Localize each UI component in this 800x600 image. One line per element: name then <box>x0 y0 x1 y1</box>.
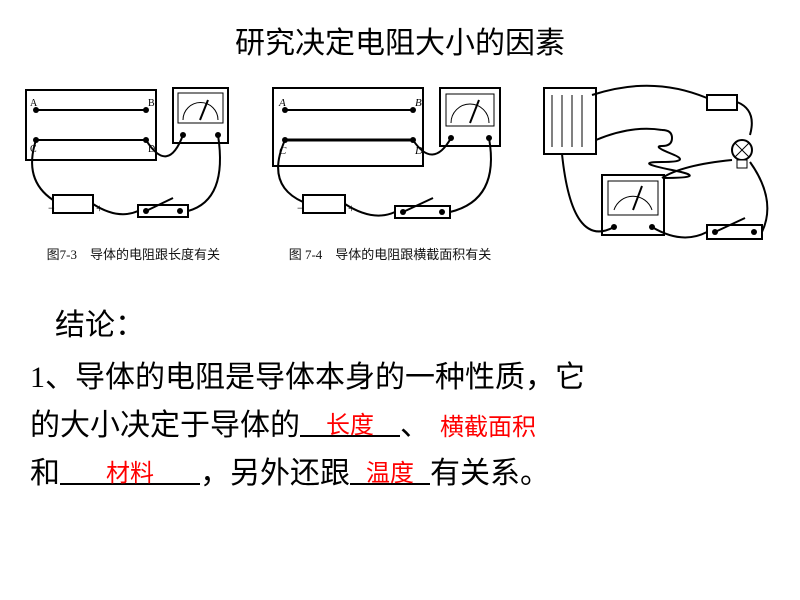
blank-material: 材料 <box>60 450 200 485</box>
answer-material: 材料 <box>106 461 154 487</box>
physics-slide: 研究决定电阻大小的因素 A B C D <box>0 0 800 600</box>
item-number: 1、 <box>30 361 75 394</box>
figure-3-diagram <box>532 80 782 270</box>
text-line1: 导体的电阻是导体本身的一种性质，它 <box>75 361 585 394</box>
figure-1-diagram: A B C D − + <box>18 80 248 240</box>
svg-text:A: A <box>30 98 38 109</box>
svg-text:−: − <box>48 201 55 215</box>
answer-area: 横截面积 <box>440 415 536 441</box>
figure-2-diagram: A B C D − + <box>265 80 515 240</box>
figure-1: A B C D − + <box>18 80 248 263</box>
punct-2: ，另外还跟 <box>200 457 350 490</box>
blank-temperature: 温度 <box>350 450 430 485</box>
page-title: 研究决定电阻大小的因素 <box>0 0 800 62</box>
figure-1-caption: 图7-3 导体的电阻跟长度有关 <box>47 244 220 263</box>
text-line3a: 和 <box>30 457 60 490</box>
text-line3b: 有关系。 <box>430 457 550 490</box>
punct-1: 、 <box>400 409 430 442</box>
figure-2: A B C D − + <box>265 80 515 263</box>
svg-text:−: − <box>297 201 304 215</box>
answer-temperature: 温度 <box>366 461 414 487</box>
svg-text:B: B <box>148 98 155 109</box>
text-line2a: 的大小决定于导体的 <box>30 409 300 442</box>
answer-length: 长度 <box>326 413 374 439</box>
conclusion-label: 结论： <box>55 300 800 344</box>
figure-3 <box>532 80 782 270</box>
conclusion-statement: 1、导体的电阻是导体本身的一种性质，它 的大小决定于导体的长度、横截面积 和 材料… <box>30 354 770 498</box>
svg-text:A: A <box>278 97 286 109</box>
blank-length: 长度 <box>300 402 400 437</box>
figures-row: A B C D − + <box>0 80 800 270</box>
svg-text:B: B <box>415 97 422 109</box>
figure-2-caption: 图 7-4 导体的电阻跟横截面积有关 <box>289 244 492 263</box>
